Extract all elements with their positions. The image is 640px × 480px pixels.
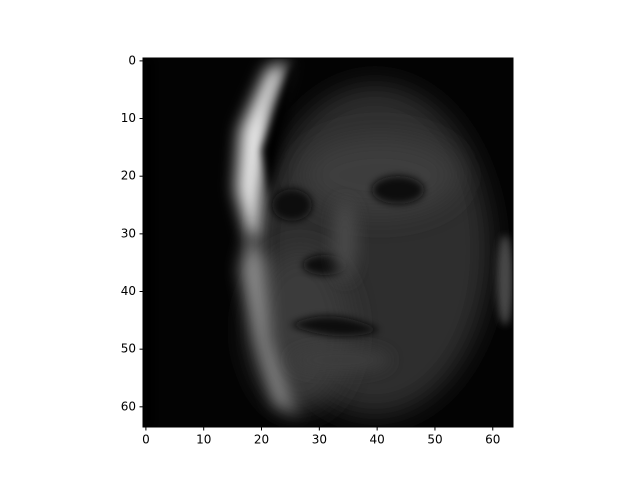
x-tick-label: 60 — [485, 433, 500, 447]
y-tick-label: 30 — [121, 226, 136, 240]
axes-frame — [142, 57, 514, 428]
image — [143, 58, 513, 427]
y-tick-label: 50 — [121, 342, 136, 356]
x-tick-label: 50 — [427, 433, 442, 447]
y-tick-label: 0 — [128, 53, 136, 67]
x-tick-label: 0 — [142, 433, 150, 447]
x-tick-label: 30 — [312, 433, 327, 447]
ticks: 0 10 20 30 40 50 60 0 10 20 30 40 50 60 — [121, 53, 501, 446]
x-tick-label: 20 — [254, 433, 269, 447]
y-tick-label: 10 — [121, 111, 136, 125]
x-tick-label: 10 — [196, 433, 211, 447]
y-tick-label: 60 — [121, 399, 136, 413]
y-tick-label: 20 — [121, 169, 136, 183]
x-tick-label: 40 — [370, 433, 385, 447]
y-tick-label: 40 — [121, 284, 136, 298]
